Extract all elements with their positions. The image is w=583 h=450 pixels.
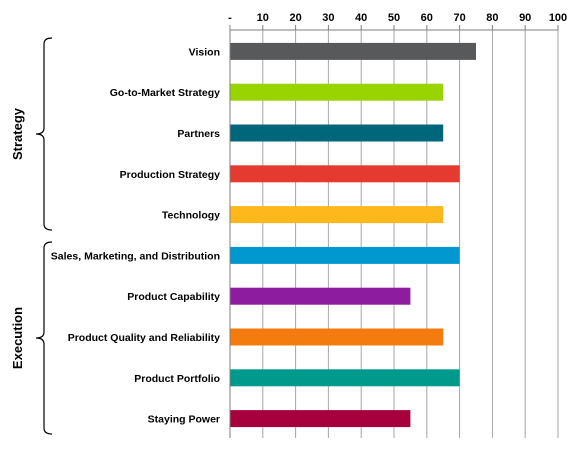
category-label: Go-to-Market Strategy	[110, 87, 220, 99]
x-tick-label: 80	[486, 12, 498, 24]
x-tick-label: 50	[388, 12, 400, 24]
bar	[230, 246, 460, 264]
x-tick-label: -	[228, 12, 232, 24]
bar	[230, 410, 411, 428]
group-brackets: Strategy Execution	[10, 37, 53, 435]
bar	[230, 124, 444, 142]
bar	[230, 42, 476, 60]
x-tick-label: 20	[289, 12, 301, 24]
category-label: Sales, Marketing, and Distribution	[51, 250, 220, 262]
category-label: Vision	[189, 46, 220, 58]
category-label: Product Capability	[127, 291, 220, 303]
bar	[230, 328, 444, 346]
bar	[230, 206, 444, 224]
category-labels: Vision Go-to-Market Strategy Partners Produ…	[51, 46, 220, 425]
bar	[230, 165, 460, 183]
category-label: Product Quality and Reliability	[68, 332, 220, 344]
x-tick-label: 60	[421, 12, 433, 24]
bar	[230, 369, 460, 387]
category-label: Staying Power	[148, 414, 220, 426]
x-tick-label: 90	[519, 12, 531, 24]
category-label: Partners	[177, 128, 220, 140]
bar	[230, 83, 444, 101]
group-label: Strategy	[10, 107, 25, 160]
x-tick-label: 40	[355, 12, 367, 24]
bars	[230, 42, 476, 428]
group-bracket	[35, 241, 53, 435]
category-label: Production Strategy	[120, 169, 221, 181]
category-label: Product Portfolio	[134, 373, 220, 385]
category-label: Technology	[162, 210, 220, 222]
x-tick-label: 30	[322, 12, 334, 24]
bar	[230, 287, 411, 305]
x-tick-label: 10	[257, 12, 269, 24]
x-tick-label: 100	[549, 12, 567, 24]
group-label: Execution	[10, 307, 25, 369]
x-tick-label: 70	[453, 12, 465, 24]
x-axis: - 10 20 30 40 50 60 70 80 90 100	[228, 12, 567, 31]
group-bracket	[35, 37, 53, 231]
